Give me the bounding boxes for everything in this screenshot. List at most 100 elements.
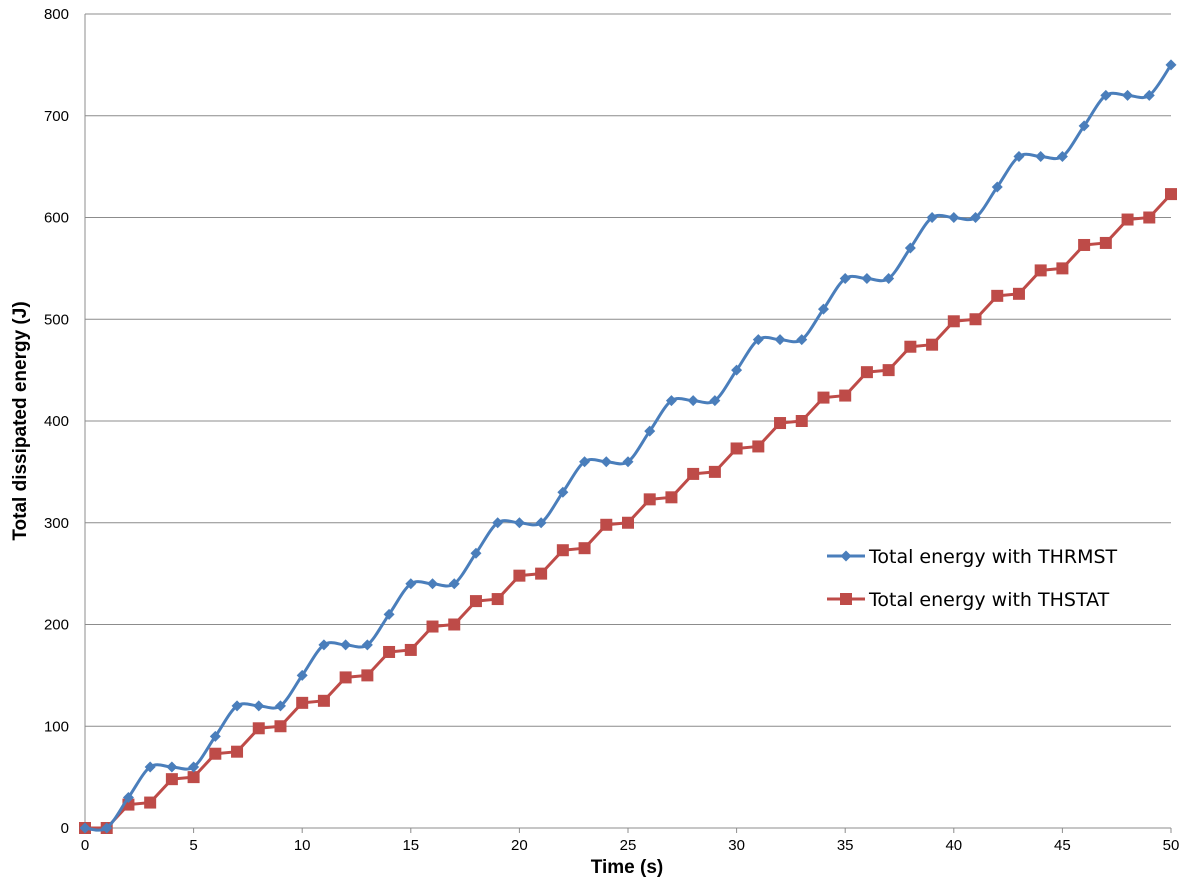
data-point	[774, 417, 787, 430]
data-point	[1100, 89, 1112, 101]
data-point	[1035, 150, 1047, 162]
data-point	[904, 242, 916, 254]
data-point	[296, 696, 309, 709]
data-point	[600, 456, 612, 468]
data-point	[1078, 120, 1090, 132]
data-point	[1056, 262, 1069, 275]
data-point	[274, 720, 287, 733]
data-point	[469, 595, 482, 608]
data-point	[795, 415, 808, 427]
data-point	[231, 745, 244, 758]
data-point	[253, 700, 265, 712]
data-point	[622, 456, 634, 468]
series-line	[85, 193, 1173, 830]
data-point	[404, 643, 417, 656]
data-point	[361, 639, 373, 651]
legend: Total energy with THRMST Total energy wit…	[827, 546, 1118, 611]
y-axis-title: Total dissipated energy (J)	[10, 301, 31, 540]
data-point	[1143, 89, 1155, 101]
data-point	[730, 442, 743, 455]
data-point	[383, 645, 396, 658]
legend-marker	[840, 593, 852, 605]
data-point	[448, 578, 460, 590]
y-tick-label: 100	[44, 718, 69, 735]
data-point	[557, 486, 569, 498]
data-point	[991, 289, 1004, 302]
data-point	[665, 395, 677, 407]
data-point	[1012, 287, 1025, 300]
data-point	[470, 547, 482, 559]
data-point	[839, 389, 852, 402]
data-point	[904, 340, 917, 353]
data-point	[1122, 89, 1134, 101]
x-tick-label: 40	[945, 837, 962, 854]
x-tick-labels: 0 5 10 15 20 25 30 35 40 45 50	[81, 837, 1180, 854]
data-point	[383, 608, 395, 620]
gridlines	[85, 13, 1171, 727]
data-point	[513, 569, 526, 582]
data-point	[817, 303, 829, 315]
x-axis-title: Time (s)	[591, 857, 664, 878]
data-point	[426, 620, 439, 633]
data-point	[556, 544, 569, 557]
x-tick-label: 35	[837, 837, 854, 854]
series-1	[79, 188, 1177, 834]
data-point	[708, 465, 721, 478]
data-point	[101, 822, 113, 834]
data-point	[969, 313, 982, 326]
data-point	[274, 700, 286, 712]
data-point	[535, 517, 547, 529]
data-point	[340, 639, 352, 651]
x-tick-label: 45	[1054, 837, 1071, 854]
data-point	[339, 671, 352, 684]
data-point	[1078, 238, 1091, 251]
data-point	[492, 517, 504, 529]
y-tick-label: 800	[44, 6, 69, 23]
data-point	[926, 212, 938, 223]
y-tick-label: 200	[44, 617, 69, 634]
data-point	[600, 518, 613, 531]
data-point	[709, 395, 721, 407]
data-point	[1056, 150, 1068, 162]
legend-marker	[840, 550, 852, 562]
data-point	[578, 542, 591, 555]
data-point	[839, 273, 851, 285]
y-tick-labels: 0 100 200 300 400 500 600 700 800	[44, 6, 69, 837]
data-point	[318, 639, 330, 651]
data-point	[970, 212, 982, 223]
data-point	[535, 567, 548, 580]
data-point	[513, 517, 525, 529]
data-point	[144, 761, 156, 773]
data-point	[144, 796, 157, 809]
x-tick-label: 50	[1163, 837, 1180, 854]
legend-label: Total energy with THRMST	[868, 546, 1118, 568]
data-point	[731, 364, 743, 376]
data-point	[644, 425, 656, 437]
x-tick-label: 15	[402, 837, 419, 854]
x-tick-label: 0	[81, 837, 89, 854]
data-point	[948, 212, 960, 223]
x-tick-label: 5	[189, 837, 197, 854]
data-point	[187, 771, 200, 784]
data-point	[579, 456, 591, 468]
y-tick-label: 700	[44, 108, 69, 125]
data-point	[361, 669, 374, 682]
data-point	[643, 493, 656, 506]
y-tick-label: 500	[44, 311, 69, 328]
data-point	[231, 700, 243, 712]
data-point	[1165, 188, 1177, 201]
data-point	[752, 440, 765, 453]
data-point	[882, 364, 895, 377]
data-point	[926, 338, 939, 351]
y-tick-label: 300	[44, 515, 69, 532]
data-point	[166, 761, 178, 773]
series-layer	[79, 59, 1177, 834]
data-point	[861, 273, 873, 285]
data-point	[991, 181, 1003, 193]
data-point	[752, 334, 764, 346]
data-point	[405, 578, 417, 590]
legend-item-0: Total energy with THRMST	[827, 546, 1118, 568]
data-point	[817, 391, 830, 404]
data-point	[188, 761, 200, 773]
